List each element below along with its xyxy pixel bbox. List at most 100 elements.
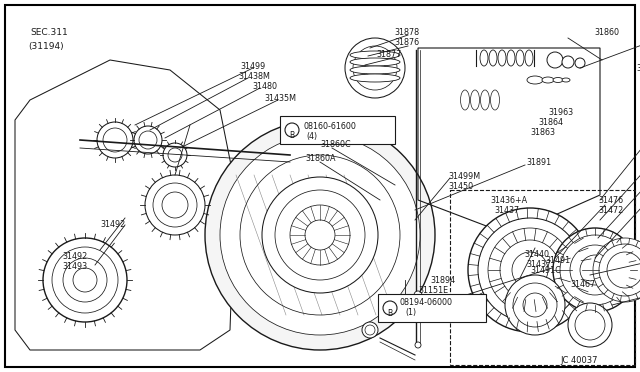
Text: 31877: 31877 (376, 50, 401, 59)
Text: 31894: 31894 (430, 276, 455, 285)
Ellipse shape (553, 77, 563, 83)
Text: 31492: 31492 (62, 252, 87, 261)
Ellipse shape (498, 50, 506, 66)
Circle shape (413, 305, 423, 315)
Circle shape (468, 208, 592, 332)
Bar (280, 116, 395, 144)
Text: 31499M: 31499M (448, 172, 480, 181)
Circle shape (414, 291, 422, 299)
Text: 31480: 31480 (252, 82, 277, 91)
Text: (1): (1) (405, 308, 416, 317)
Circle shape (290, 205, 350, 265)
Text: 31437: 31437 (526, 260, 551, 269)
Text: 31860: 31860 (594, 28, 619, 37)
Ellipse shape (542, 77, 554, 83)
Ellipse shape (461, 90, 470, 110)
Text: 31438M: 31438M (238, 72, 270, 81)
Ellipse shape (481, 90, 490, 110)
Circle shape (275, 190, 365, 280)
Circle shape (580, 255, 610, 285)
Circle shape (607, 252, 640, 288)
Circle shape (547, 52, 563, 68)
Circle shape (43, 238, 127, 322)
Circle shape (513, 283, 557, 327)
Circle shape (305, 220, 335, 250)
Ellipse shape (350, 74, 400, 82)
Circle shape (512, 252, 548, 288)
Text: 31151E: 31151E (418, 286, 448, 295)
Text: 31472: 31472 (598, 206, 623, 215)
Circle shape (103, 128, 127, 152)
Bar (378, 294, 486, 322)
Text: JC 40037: JC 40037 (560, 356, 598, 365)
Ellipse shape (350, 66, 400, 74)
Ellipse shape (470, 90, 479, 110)
Circle shape (383, 301, 397, 315)
Text: 31963: 31963 (548, 108, 573, 117)
Circle shape (599, 244, 640, 296)
Circle shape (365, 325, 375, 335)
Ellipse shape (350, 58, 400, 66)
Circle shape (345, 38, 405, 98)
Text: 31491: 31491 (545, 256, 570, 265)
Circle shape (568, 303, 612, 347)
Circle shape (562, 56, 574, 68)
Circle shape (220, 135, 420, 335)
Bar (450, 190, 635, 365)
Text: B: B (289, 131, 294, 141)
Ellipse shape (525, 50, 533, 66)
Circle shape (399, 299, 411, 311)
Ellipse shape (490, 90, 499, 110)
Text: 31450: 31450 (448, 182, 473, 191)
Circle shape (362, 322, 378, 338)
Text: 31860C: 31860C (320, 140, 351, 149)
Circle shape (63, 258, 107, 302)
Circle shape (353, 46, 397, 90)
Text: 31863: 31863 (530, 128, 555, 137)
Ellipse shape (350, 51, 400, 59)
Circle shape (478, 218, 582, 322)
Circle shape (162, 192, 188, 218)
Circle shape (505, 275, 565, 335)
Text: 31891: 31891 (526, 158, 551, 167)
Circle shape (73, 268, 97, 292)
Circle shape (168, 148, 182, 162)
Ellipse shape (480, 50, 488, 66)
Circle shape (153, 183, 197, 227)
Text: 31876: 31876 (394, 38, 419, 47)
Circle shape (145, 175, 205, 235)
Text: SEC.311: SEC.311 (30, 28, 68, 37)
Circle shape (523, 293, 547, 317)
Ellipse shape (527, 76, 543, 84)
Text: 31499: 31499 (240, 62, 265, 71)
Circle shape (500, 240, 560, 300)
Text: 31491C: 31491C (530, 266, 561, 275)
Text: 31492: 31492 (100, 220, 125, 229)
Ellipse shape (507, 50, 515, 66)
Text: (31194): (31194) (28, 42, 63, 51)
Text: 31864: 31864 (636, 64, 640, 73)
Circle shape (575, 58, 585, 68)
Circle shape (415, 342, 421, 348)
Text: 31860A: 31860A (305, 154, 335, 163)
Circle shape (570, 245, 620, 295)
Text: 31436+A: 31436+A (490, 196, 527, 205)
Text: B: B (387, 310, 392, 318)
Circle shape (365, 58, 385, 78)
Text: 08160-61600: 08160-61600 (303, 122, 356, 131)
Circle shape (593, 238, 640, 302)
Text: 31878: 31878 (394, 28, 419, 37)
Ellipse shape (516, 50, 524, 66)
Circle shape (285, 123, 299, 137)
Text: 31864: 31864 (538, 118, 563, 127)
Text: 31476: 31476 (598, 196, 623, 205)
Circle shape (560, 235, 630, 305)
Circle shape (575, 310, 605, 340)
Circle shape (163, 143, 187, 167)
Circle shape (488, 228, 572, 312)
Text: (4): (4) (306, 132, 317, 141)
Circle shape (205, 120, 435, 350)
Text: 31437: 31437 (494, 206, 519, 215)
Ellipse shape (489, 50, 497, 66)
Text: 31467: 31467 (570, 280, 595, 289)
